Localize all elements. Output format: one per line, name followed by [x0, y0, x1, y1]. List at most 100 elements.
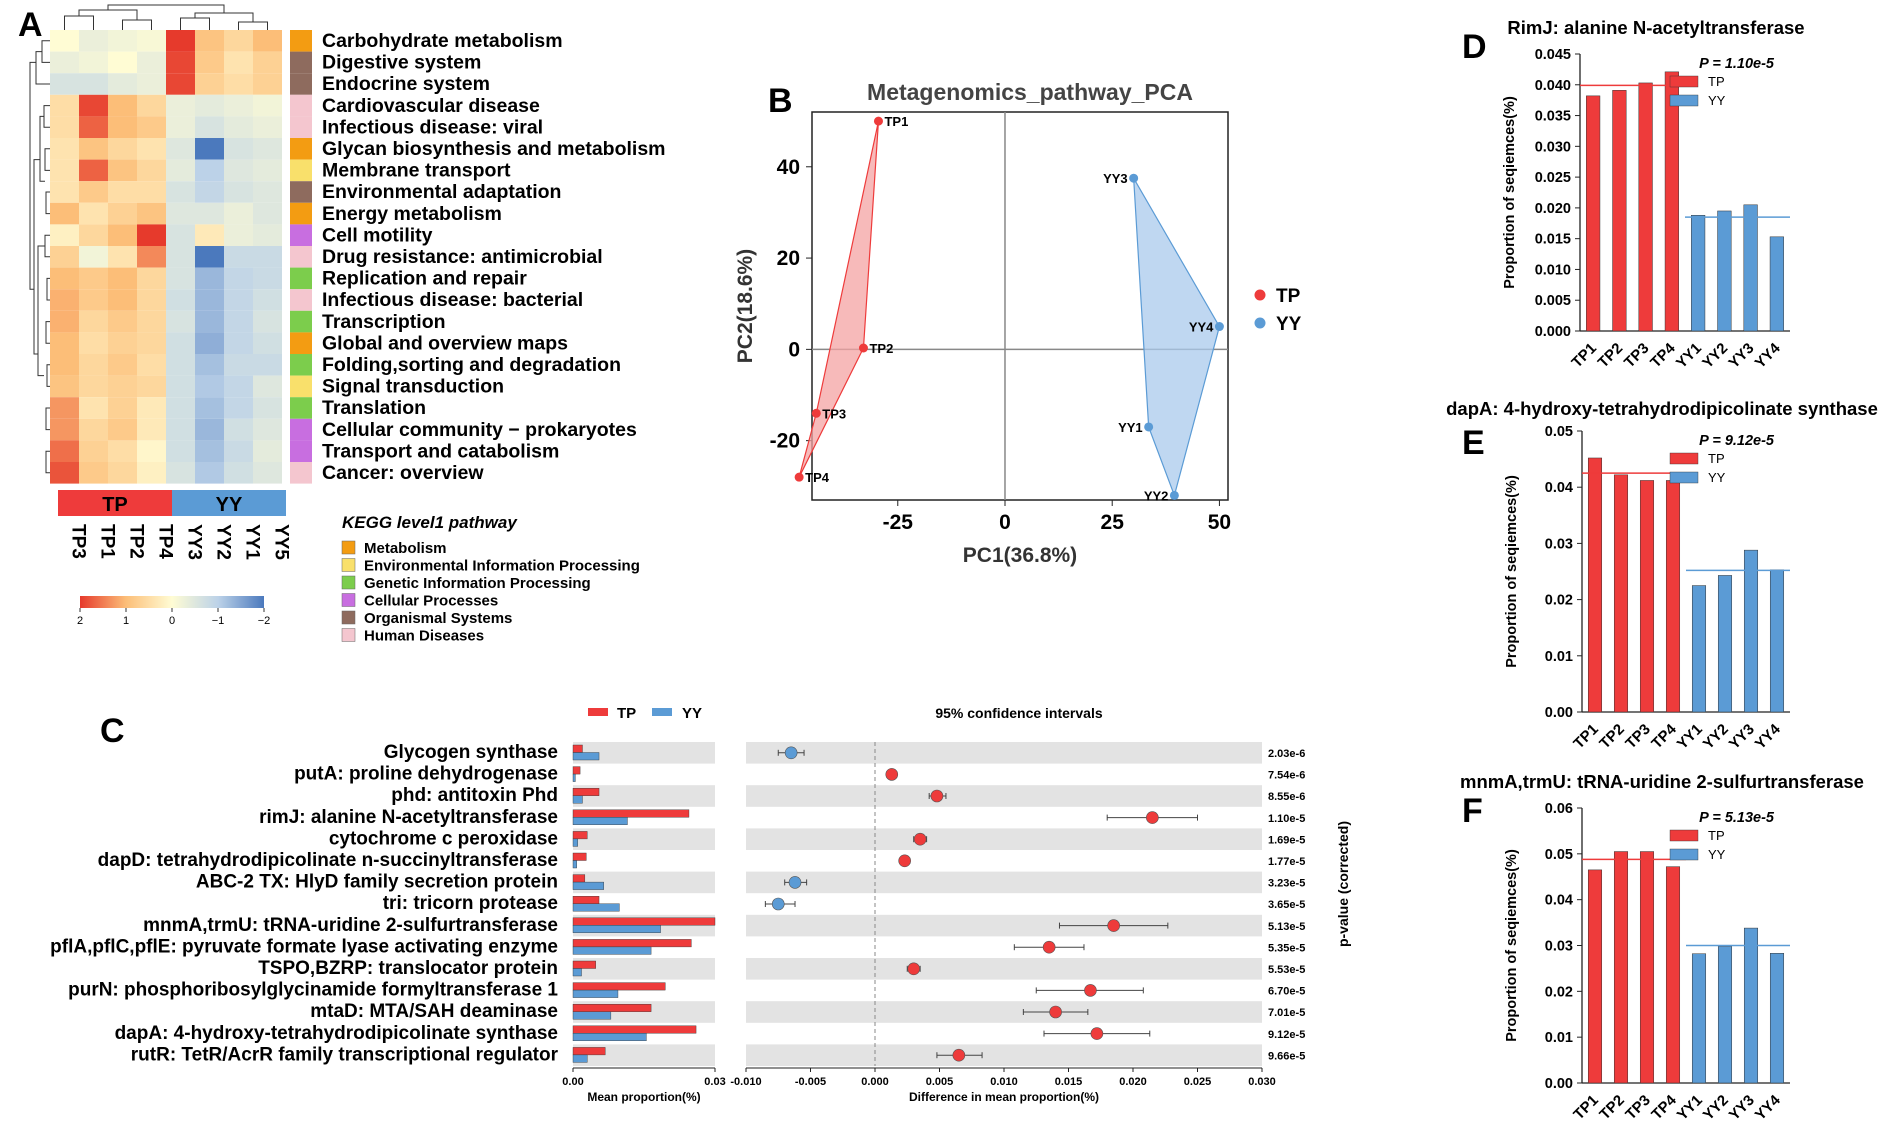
heatmap-row-label: Signal transduction [322, 376, 504, 398]
bar-x-tick-label: TP3 [1621, 340, 1652, 371]
heatmap-column-label: YY5 [271, 524, 292, 560]
heatmap-cell [224, 73, 253, 95]
bar [1665, 866, 1681, 1084]
heatmap-cell [79, 73, 108, 95]
pca-point-label: TP4 [805, 470, 830, 485]
bar [1664, 71, 1679, 332]
heatmap-cell [253, 440, 282, 462]
heatmap-cell [195, 94, 224, 117]
heatmap-cell [137, 138, 166, 160]
heatmap-cell [224, 224, 253, 246]
errbar-pvalue: 7.01e-5 [1268, 1007, 1305, 1019]
category-strip-cell [290, 181, 312, 203]
ci-point [1090, 1027, 1104, 1040]
bar-y-tick-label: 0.000 [1535, 324, 1571, 340]
errbar-bar-tp [572, 1025, 697, 1034]
bar-panel-e: dapA: 4-hydroxy-tetrahydrodipicolinate s… [1446, 398, 1878, 753]
pca-legend-dot [1254, 289, 1266, 301]
heatmap-cell [224, 418, 253, 441]
ci-point [784, 746, 798, 760]
row-dendrogram-branch [41, 40, 50, 63]
heatmap-cell [253, 30, 282, 52]
row-dendrogram-branch [37, 245, 45, 377]
heatmap-cell [253, 116, 282, 138]
errbar-bar-tp [572, 982, 666, 991]
heatmap-cell [253, 332, 282, 354]
errbar-left-axis-label: Mean proportion(%) [587, 1090, 700, 1104]
errbar-bar-tp [572, 788, 600, 796]
heatmap-cell [108, 462, 137, 484]
heatmap-cell [137, 397, 166, 419]
bar [1717, 575, 1733, 713]
heatmap-cell [224, 310, 253, 333]
panel-letter-f: F [1462, 792, 1483, 830]
errbar-legend-label-yy: YY [682, 705, 702, 722]
category-strip-cell [290, 224, 312, 246]
heatmap-cell [166, 30, 195, 52]
heatmap-cell [166, 332, 195, 354]
errbar-row-label: Glycogen synthase [384, 742, 558, 763]
heatmap-cell [108, 224, 137, 246]
errbar-pvalue: 9.12e-5 [1268, 1029, 1305, 1041]
bar [1743, 204, 1758, 332]
group-label-tp: TP [102, 494, 128, 516]
bar-legend-label-yy: YY [1708, 470, 1726, 485]
errbar-right-tick-label: 0.025 [1184, 1076, 1212, 1088]
heatmap-cell [137, 267, 166, 290]
heatmap-cell [79, 159, 108, 182]
bar-legend-label-yy: YY [1708, 93, 1726, 108]
heatmap-row-label: Transcription [322, 311, 446, 333]
heatmap-cell [166, 224, 195, 246]
pca-point-label: TP3 [822, 406, 846, 421]
heatmap-cell [137, 51, 166, 74]
heatmap-cell [253, 51, 282, 74]
heatmap-cell [50, 354, 79, 376]
errbar-bar-tp [572, 766, 581, 775]
heatmap-cell [79, 267, 108, 290]
bar-y-tick-label: 0.03 [1545, 939, 1573, 955]
column-dendrogram-branch [78, 9, 138, 20]
heatmap-cell [50, 116, 79, 138]
heatmap-cell [253, 310, 282, 333]
heatmap-cell [50, 159, 79, 182]
errbar-pvalue: 8.55e-6 [1268, 791, 1305, 803]
errbar-right-tick-label: 0.005 [926, 1076, 954, 1088]
pca-legend-label: TP [1276, 286, 1301, 307]
heatmap-column-label: YY2 [213, 524, 234, 560]
bar [1743, 927, 1759, 1084]
pca-point [1169, 490, 1179, 500]
bar [1639, 851, 1655, 1084]
heatmap-cell [50, 73, 79, 95]
heatmap-cell [195, 202, 224, 225]
heatmap-cell [79, 138, 108, 160]
bar-x-tick-label: TP2 [1595, 340, 1626, 371]
heatmap-row-label: Folding,sorting and degradation [322, 354, 621, 376]
errbar-band-left [573, 1044, 715, 1066]
heatmap-cell [166, 310, 195, 333]
heatmap-cell [108, 138, 137, 160]
category-strip-cell [290, 159, 312, 182]
bar-y-tick-label: 0.005 [1535, 293, 1571, 309]
heatmap-cells [50, 30, 282, 484]
ci-point [1107, 919, 1120, 932]
heatmap-cell [253, 267, 282, 290]
errbar-pvalue: 3.23e-5 [1268, 878, 1305, 890]
pca-point [1129, 173, 1139, 183]
errbar-row-label: tri: tricorn protease [383, 893, 558, 914]
bar-y-tick-label: 0.01 [1545, 649, 1573, 665]
bar-x-tick-label: YY2 [1700, 721, 1732, 753]
row-dendrogram-branch [44, 148, 50, 171]
errbar-pvalue: 5.53e-5 [1268, 964, 1305, 976]
errbar-row-label: mtaD: MTA/SAH deaminase [310, 1001, 558, 1022]
errbar-pvalue: 2.03e-6 [1268, 748, 1305, 760]
heatmap-cell [108, 246, 137, 268]
errbar-pvalue: 1.77e-5 [1268, 856, 1305, 868]
errbar-bar-yy [572, 795, 583, 804]
pca-y-tick-label: 40 [777, 156, 800, 179]
heatmap-cell [253, 462, 282, 484]
errbar-row-label: purN: phosphoribosylglycinamide formyltr… [68, 980, 558, 1001]
heatmap-cell [137, 289, 166, 311]
bar-x-tick-label: YY3 [1726, 1092, 1758, 1124]
heatmap-cell [108, 267, 137, 290]
heatmap-cell [253, 138, 282, 160]
